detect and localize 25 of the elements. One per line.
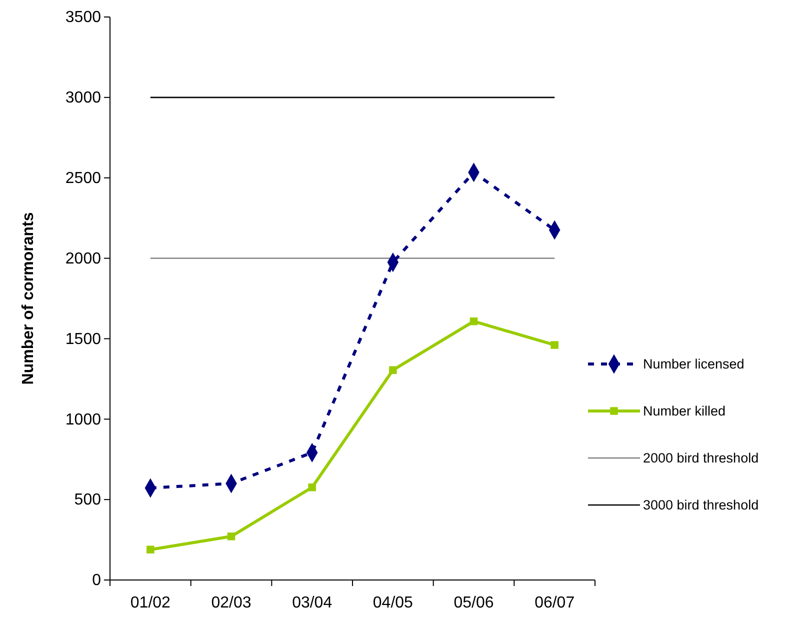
y-tick-label: 3500 [65, 9, 102, 26]
legend-label: 2000 bird threshold [643, 450, 759, 466]
y-tick-label: 1000 [65, 411, 102, 428]
point [308, 483, 316, 492]
y-tick-label: 2500 [65, 170, 102, 187]
y-tick-label: 3000 [65, 90, 102, 107]
point [550, 341, 558, 349]
legend-label: 3000 bird threshold [643, 498, 759, 513]
x-tick-label: 04/05 [372, 594, 414, 612]
x-tick-label: 05/06 [454, 594, 494, 612]
y-tick-label: 500 [74, 492, 102, 509]
x-tick-label: 02/03 [211, 594, 252, 612]
x-tick-label: 03/04 [292, 594, 332, 612]
point [227, 532, 236, 540]
point [470, 317, 478, 326]
y-axis-title: Number of cormorants [20, 212, 37, 385]
legend-label: Number killed [643, 404, 726, 419]
point [146, 546, 154, 554]
y-tick-label: 1500 [65, 330, 102, 348]
point [389, 366, 397, 374]
y-tick-label: 2000 [65, 250, 102, 268]
y-tick-label: 0 [92, 572, 102, 590]
x-tick-label: 01/02 [130, 594, 171, 612]
x-tick-label: 06/07 [534, 594, 575, 612]
legend-label: Number licensed [643, 356, 744, 372]
